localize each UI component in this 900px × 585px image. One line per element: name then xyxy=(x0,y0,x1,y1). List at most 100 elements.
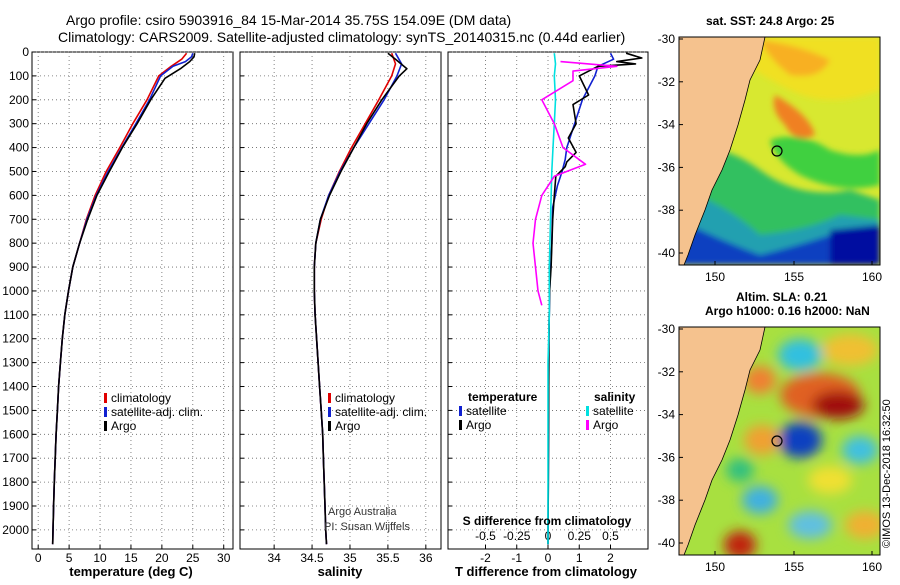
legend-swatch-t-satellite xyxy=(459,406,462,416)
map-x-tick-label: 160 xyxy=(862,560,882,574)
map-x-tick-label: 150 xyxy=(705,270,725,284)
sst-map: sat. SST: 24.8 Argo: 25 -30 -32 -34 -36 -38 -… xyxy=(658,14,883,284)
depth-tick-label: 700 xyxy=(9,212,29,226)
map-y-tick-label: -34 xyxy=(658,118,676,132)
legend-swatch-satellite xyxy=(328,407,331,417)
map-x-tick-label: 160 xyxy=(862,270,882,284)
salinity-diff-tick-label: 0.5 xyxy=(602,529,619,543)
salinity-panel xyxy=(239,51,442,550)
depth-tick-label: 0 xyxy=(22,45,29,59)
depth-tick-label: 400 xyxy=(9,141,29,155)
x-tick-label: 15 xyxy=(124,551,138,565)
salinity-legend: climatology satellite-adj. clim. Argo Ar… xyxy=(324,391,427,533)
depth-tick-label: 1700 xyxy=(2,451,29,465)
map-x-tick-label: 155 xyxy=(784,270,804,284)
difference-xlabel: T difference from climatology xyxy=(455,564,638,579)
depth-tick-label: 1500 xyxy=(2,403,29,417)
map-y-tick-label: -30 xyxy=(658,32,676,46)
map-x-tick-label: 155 xyxy=(784,560,804,574)
x-tick-label: 35.5 xyxy=(376,551,400,565)
depth-tick-label: 1200 xyxy=(2,332,29,346)
x-axes: 0 5 10 15 20 25 30 34 34.5 35 35.5 36 -2 -1 0 1 2 -0.5 -0.… xyxy=(35,529,619,565)
legend-title-salinity: salinity xyxy=(594,390,636,404)
x-tick-label: 25 xyxy=(186,551,200,565)
x-tick-label: 34.5 xyxy=(300,551,324,565)
map-y-tick-label: -34 xyxy=(658,408,676,422)
depth-tick-label: 1800 xyxy=(2,475,29,489)
map-y-tick-label: -32 xyxy=(658,365,676,379)
imos-watermark: ©IMOS 13-Dec-2018 16:32:50 xyxy=(881,399,893,548)
legend-label-s-satellite: satellite xyxy=(593,404,634,418)
sla-argo-marker xyxy=(771,435,783,447)
legend-swatch-t-argo xyxy=(459,420,462,430)
legend-swatch-argo xyxy=(104,421,107,431)
depth-tick-label: 300 xyxy=(9,117,29,131)
x-tick-label: 36 xyxy=(419,551,433,565)
legend-swatch-climatology xyxy=(104,393,107,403)
x-tick-label: 2 xyxy=(607,551,614,565)
temperature-panel xyxy=(31,51,234,550)
x-tick-label: 34 xyxy=(267,551,281,565)
sla-map: Altim. SLA: 0.21 Argo h1000: 0.16 h2000:… xyxy=(658,290,883,574)
map-y-tick-label: -32 xyxy=(658,75,676,89)
difference-legend: temperature satellite Argo salinity sate… xyxy=(459,390,636,432)
map-y-tick-label: -36 xyxy=(658,160,676,174)
salinity-xlabel: salinity xyxy=(318,564,364,579)
salinity-diff-tick-label: -0.5 xyxy=(475,529,496,543)
legend-title-temperature: temperature xyxy=(468,390,538,404)
depth-axis: 0 100 200 300 400 500 600 700 800 900 1000 1100 1200… xyxy=(2,45,452,537)
sst-land xyxy=(679,37,766,265)
map-x-tick-label: 150 xyxy=(705,560,725,574)
series-argo xyxy=(313,52,408,545)
x-tick-label: 20 xyxy=(155,551,169,565)
map-y-tick-label: -38 xyxy=(658,203,676,217)
x-tick-label: 1 xyxy=(576,551,583,565)
legend-swatch-s-argo xyxy=(586,420,589,430)
depth-tick-label: 1000 xyxy=(2,284,29,298)
legend-label-satellite: satellite-adj. clim. xyxy=(335,405,427,419)
x-tick-label: 35 xyxy=(343,551,357,565)
x-tick-label: -1 xyxy=(511,551,522,565)
x-tick-label: -2 xyxy=(480,551,491,565)
legend-swatch-satellite xyxy=(104,407,107,417)
depth-tick-label: 2000 xyxy=(2,523,29,537)
x-tick-label: 10 xyxy=(93,551,107,565)
credit-line1: Argo Australia xyxy=(328,506,397,518)
map-y-tick-label: -36 xyxy=(658,450,676,464)
temperature-legend: climatology satellite-adj. clim. Argo xyxy=(104,391,203,433)
depth-tick-label: 1300 xyxy=(2,356,29,370)
sla-land xyxy=(679,327,766,555)
legend-swatch-s-satellite xyxy=(586,406,589,416)
legend-label-climatology: climatology xyxy=(111,391,171,405)
credit-line2: PI: Susan Wijffels xyxy=(324,521,410,533)
depth-tick-label: 500 xyxy=(9,164,29,178)
map-y-tick-label: -38 xyxy=(658,493,676,507)
depth-tick-label: 1400 xyxy=(2,380,29,394)
x-tick-label: 30 xyxy=(217,551,231,565)
series-argo xyxy=(51,53,196,545)
header-title-line2: Climatology: CARS2009. Satellite-adjuste… xyxy=(58,29,625,45)
sst-map-title: sat. SST: 24.8 Argo: 25 xyxy=(706,14,835,28)
x-tick-label: 5 xyxy=(66,551,73,565)
series-lines xyxy=(51,52,643,545)
legend-label-climatology: climatology xyxy=(335,391,395,405)
depth-tick-label: 900 xyxy=(9,260,29,274)
legend-label-satellite: satellite-adj. clim. xyxy=(111,405,203,419)
depth-tick-label: 1600 xyxy=(2,427,29,441)
legend-label-t-argo: Argo xyxy=(466,418,492,432)
map-y-tick-label: -40 xyxy=(658,536,676,550)
header-title-line1: Argo profile: csiro 5903916_84 15-Mar-20… xyxy=(66,12,511,28)
depth-tick-label: 1100 xyxy=(3,308,29,322)
x-tick-label: 0 xyxy=(545,551,552,565)
map-y-tick-label: -40 xyxy=(658,246,676,260)
series-salinity-argo xyxy=(532,60,618,306)
legend-label-argo: Argo xyxy=(335,419,361,433)
salinity-diff-tick-label: -0.25 xyxy=(503,529,531,543)
depth-tick-label: 800 xyxy=(9,236,29,250)
sst-argo-marker xyxy=(771,145,783,157)
temperature-xlabel: temperature (deg C) xyxy=(69,564,193,579)
legend-label-s-argo: Argo xyxy=(593,418,619,432)
salinity-diff-tick-label: 0.25 xyxy=(568,529,592,543)
sla-map-title-line2: Argo h1000: 0.16 h2000: NaN xyxy=(705,304,870,318)
legend-swatch-climatology xyxy=(328,393,331,403)
